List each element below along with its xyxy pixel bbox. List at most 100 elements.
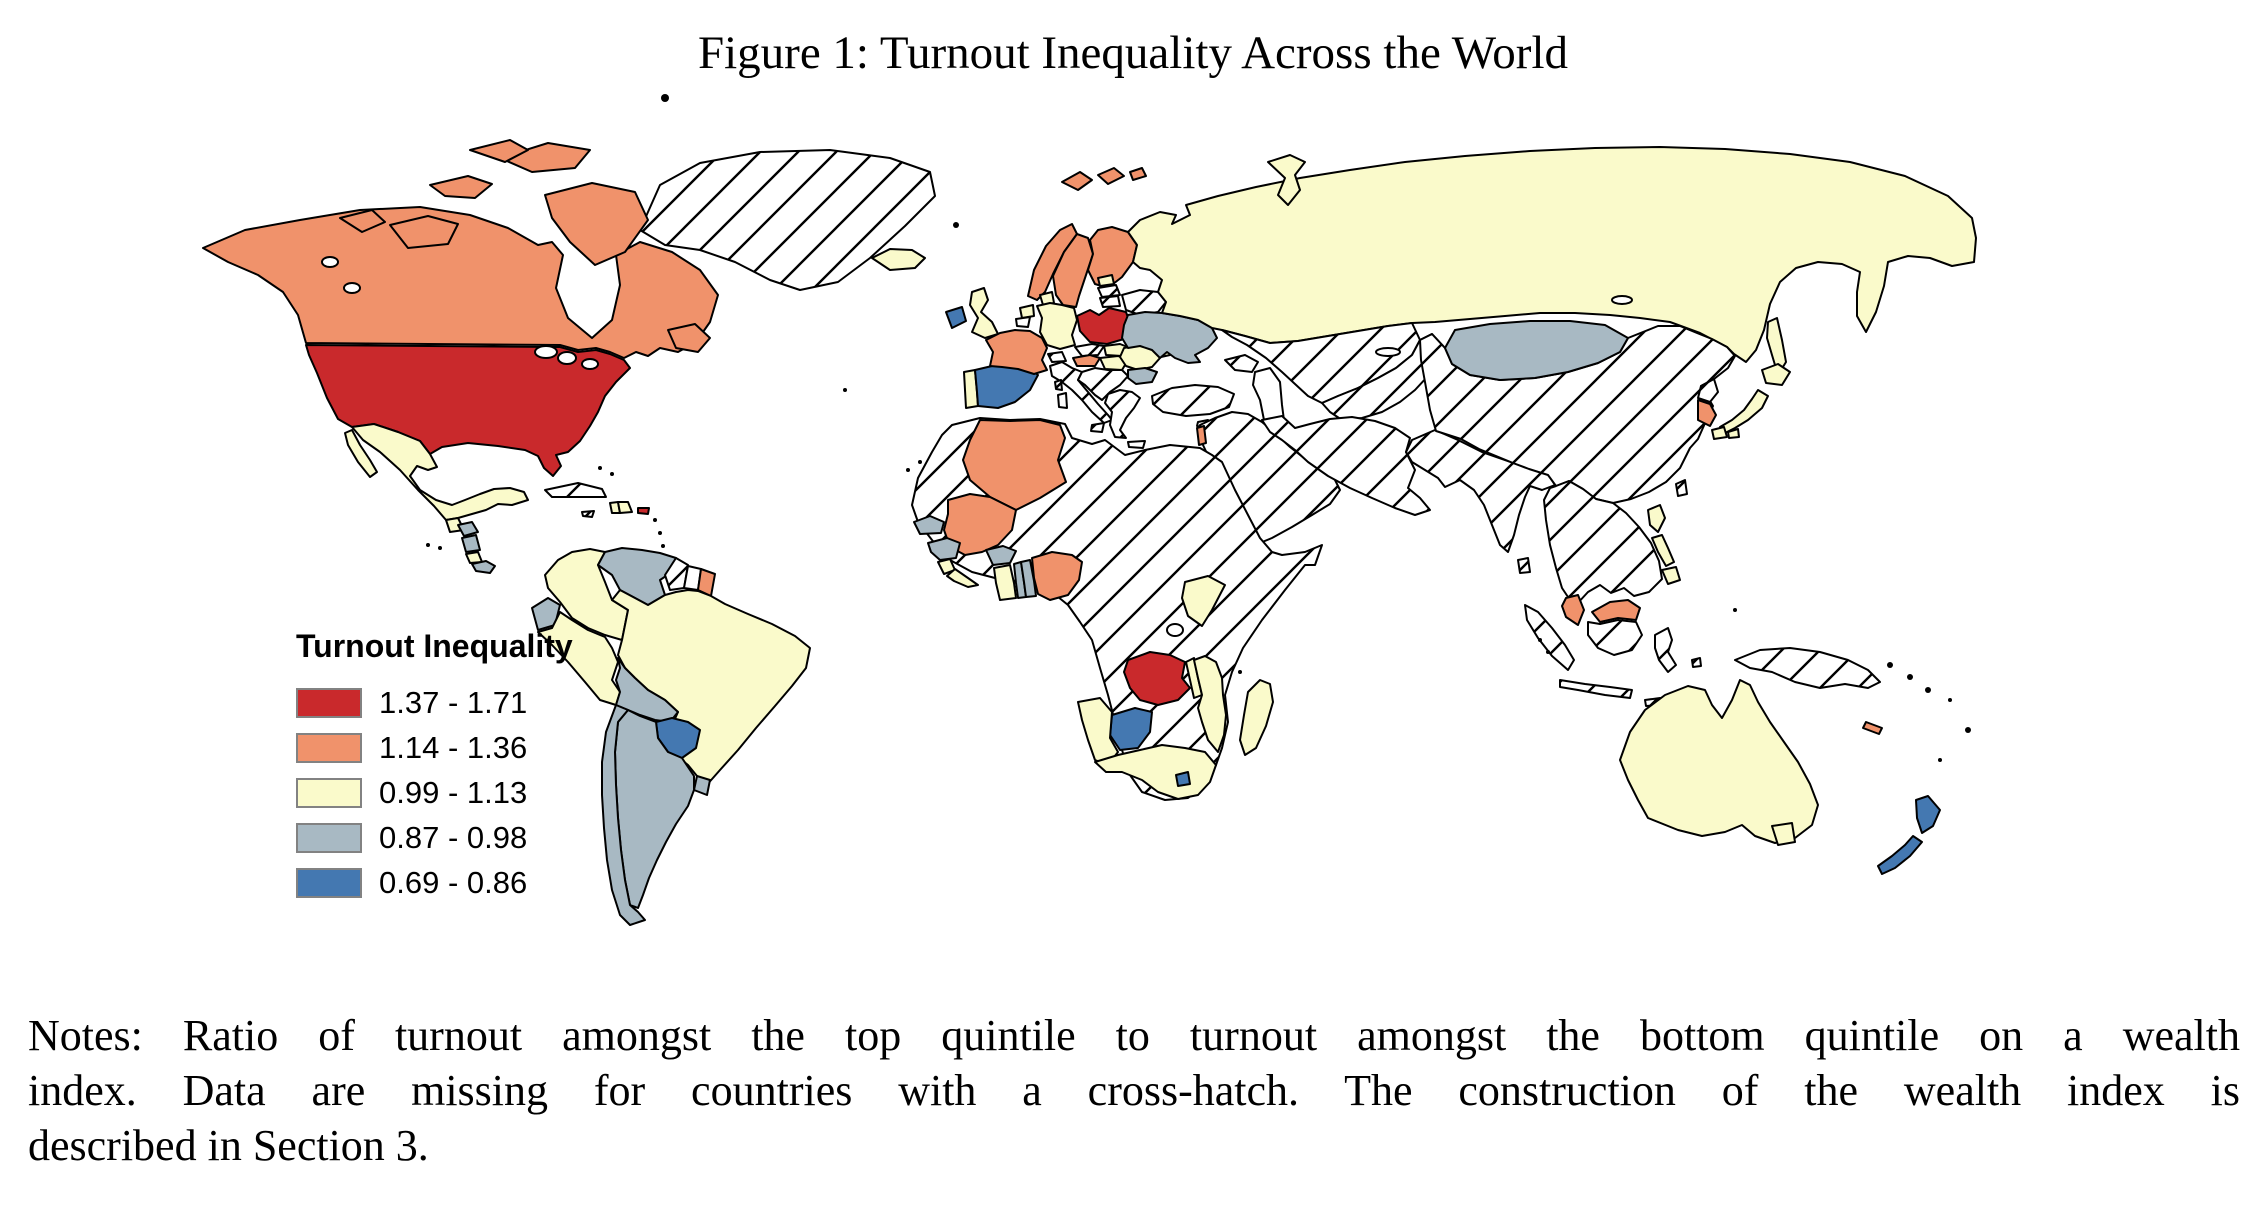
country-guyana bbox=[664, 557, 689, 591]
philippines-visayas bbox=[1651, 534, 1675, 567]
notes-line-3: described in Section 3. bbox=[28, 1121, 429, 1170]
country-greenland bbox=[639, 149, 936, 291]
lake-baikal bbox=[1611, 295, 1633, 305]
country-burkina-faso bbox=[985, 545, 1017, 566]
canada-arctic-island-ellesmere bbox=[499, 142, 591, 173]
lake-victoria bbox=[1166, 623, 1184, 637]
lake-balkhash bbox=[1375, 347, 1401, 357]
japan-hokkaido bbox=[1761, 363, 1791, 386]
norway-svalbard-3 bbox=[1129, 167, 1147, 181]
japan-shikoku bbox=[1727, 428, 1740, 439]
region-mainland-southeast-asia bbox=[1543, 480, 1663, 606]
country-botswana bbox=[1109, 707, 1153, 751]
greece-crete bbox=[1127, 440, 1146, 449]
canada-arctic-island-victoria bbox=[389, 215, 459, 249]
legend-item: 1.14 - 1.36 bbox=[296, 729, 573, 765]
new-zealand-north-island bbox=[1915, 795, 1941, 834]
legend-label: 0.99 - 1.13 bbox=[379, 774, 528, 810]
country-honduras bbox=[457, 521, 479, 537]
country-zambia bbox=[1123, 651, 1191, 706]
legend-label: 1.37 - 1.71 bbox=[379, 684, 528, 720]
country-belarus bbox=[1121, 289, 1167, 316]
russia-novaya-zemlya bbox=[1267, 154, 1306, 206]
country-switzerland bbox=[1047, 351, 1067, 363]
region-balkans bbox=[1077, 367, 1129, 401]
canada-arctic-island-devon bbox=[469, 139, 529, 163]
country-iceland bbox=[871, 248, 926, 271]
indonesia-kalimantan bbox=[1587, 619, 1643, 656]
country-sri-lanka bbox=[1517, 557, 1531, 574]
country-guinea bbox=[927, 537, 961, 561]
canada-arctic-island-baffin bbox=[544, 182, 649, 266]
island-new-guinea bbox=[1734, 647, 1881, 689]
italy-sicily bbox=[1090, 422, 1105, 433]
notes-line-2: index. Data are missing for countries wi… bbox=[28, 1066, 2240, 1115]
map-legend: Turnout Inequality 1.37 - 1.71 1.14 - 1.… bbox=[296, 628, 573, 912]
country-greece bbox=[1104, 389, 1141, 439]
country-corsica bbox=[1054, 379, 1063, 391]
indonesia-java bbox=[1559, 679, 1633, 699]
region-caucasus bbox=[1224, 354, 1259, 373]
lake-erie-ontario bbox=[581, 358, 599, 370]
region-iran-afghanistan-pakistan bbox=[1261, 415, 1431, 516]
country-turkey bbox=[1151, 384, 1235, 417]
lake-superior bbox=[534, 345, 558, 359]
country-belgium bbox=[1015, 316, 1031, 328]
country-sardinia bbox=[1057, 392, 1068, 409]
legend-item: 1.37 - 1.71 bbox=[296, 684, 573, 720]
great-bear-lake bbox=[321, 256, 339, 268]
japan-honshu bbox=[1719, 389, 1769, 434]
country-lesotho bbox=[1175, 771, 1191, 787]
country-united-kingdom bbox=[969, 287, 999, 339]
notes-line-1: Notes: Ratio of turnout amongst the top … bbox=[28, 1011, 2240, 1060]
country-mozambique bbox=[1193, 655, 1227, 753]
legend-label: 1.14 - 1.36 bbox=[379, 729, 528, 765]
philippines-luzon bbox=[1647, 504, 1666, 533]
country-venezuela bbox=[597, 547, 677, 606]
great-slave-lake bbox=[343, 282, 361, 294]
canada-arctic-island-melville bbox=[429, 175, 493, 199]
country-france bbox=[985, 329, 1048, 375]
country-south-korea bbox=[1697, 399, 1717, 427]
country-chile bbox=[601, 704, 646, 926]
country-peru bbox=[537, 611, 621, 706]
country-dominican-republic bbox=[617, 501, 633, 514]
legend-swatch-yellow bbox=[296, 777, 362, 808]
legend-swatch-blue bbox=[296, 867, 362, 898]
country-bulgaria bbox=[1127, 367, 1158, 385]
canada-arctic-island-banks bbox=[339, 209, 386, 233]
country-jamaica bbox=[581, 510, 595, 518]
legend-label: 0.87 - 0.98 bbox=[379, 819, 528, 855]
country-australia bbox=[1619, 679, 1819, 844]
country-new-caledonia bbox=[1862, 721, 1883, 735]
country-estonia bbox=[1097, 274, 1115, 287]
mexico-baja-peninsula bbox=[344, 429, 378, 478]
country-panama bbox=[471, 560, 496, 574]
legend-label: 0.69 - 0.86 bbox=[379, 864, 528, 900]
norway-svalbard-1 bbox=[1061, 171, 1093, 191]
country-lithuania bbox=[1099, 295, 1121, 308]
legend-swatch-gray bbox=[296, 822, 362, 853]
country-cuba bbox=[544, 482, 607, 498]
country-israel bbox=[1196, 425, 1207, 446]
country-taiwan bbox=[1675, 479, 1688, 497]
canada-island-newfoundland bbox=[667, 323, 711, 353]
country-austria bbox=[1072, 354, 1101, 367]
country-italy bbox=[1049, 361, 1113, 424]
country-nicaragua bbox=[461, 534, 481, 553]
island-specks bbox=[426, 94, 1971, 762]
country-mongolia bbox=[1444, 320, 1629, 381]
figure-notes: Notes: Ratio of turnout amongst the top … bbox=[28, 1008, 2240, 1173]
legend-item: 0.99 - 1.13 bbox=[296, 774, 573, 810]
new-zealand-south-island bbox=[1877, 835, 1923, 875]
country-germany bbox=[1036, 302, 1078, 350]
japan-kyushu bbox=[1711, 426, 1728, 440]
country-bolivia bbox=[615, 657, 679, 723]
legend-title: Turnout Inequality bbox=[296, 628, 573, 664]
country-nigeria bbox=[1031, 551, 1083, 601]
country-mexico bbox=[351, 423, 529, 521]
country-ireland bbox=[945, 306, 967, 329]
country-czech-republic bbox=[1074, 343, 1105, 357]
